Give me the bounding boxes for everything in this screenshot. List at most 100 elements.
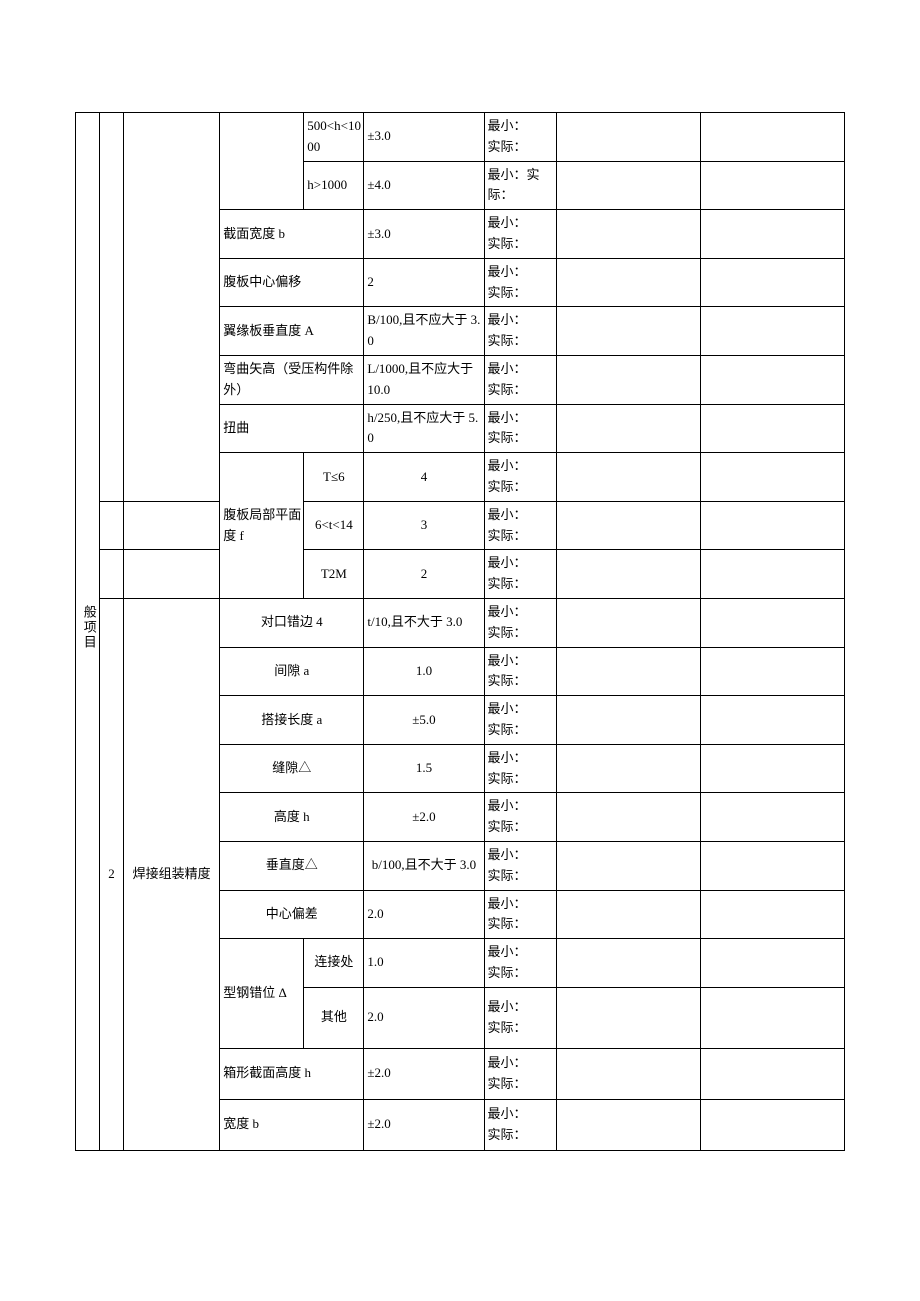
spec-table: 般项目 500<h<1000 ±3.0 最小：实际： h>1000 ±4.0 最… (75, 112, 845, 1151)
blank-cell (556, 1099, 700, 1150)
min-cell: 最小：实际： (484, 939, 556, 988)
flatness-label: 腹板局部平面度 f (220, 453, 304, 599)
val-cell: ±2.0 (364, 1099, 484, 1150)
blank-cell (556, 793, 700, 842)
blank-cell (556, 113, 700, 162)
blank-cell (556, 453, 700, 502)
label-cell: 弯曲矢高（受压构件除外） (220, 355, 364, 404)
min-cell: 最小：实际： (484, 598, 556, 647)
blank-cell (556, 841, 700, 890)
table-row: T2M 2 最小：实际： (76, 550, 845, 599)
blank-cell (700, 355, 844, 404)
val-cell: 1.0 (364, 647, 484, 696)
table-row: 6<t<14 3 最小：实际： (76, 501, 845, 550)
val-cell: 1.0 (364, 939, 484, 988)
min-cell: 最小：实际： (484, 404, 556, 453)
min-cell: 最小：实际： (484, 793, 556, 842)
label-cell: 搭接长度 a (220, 696, 364, 745)
sub-cell: 连接处 (304, 939, 364, 988)
blank-cell (556, 939, 700, 988)
val-cell: ±3.0 (364, 210, 484, 259)
min-cell: 最小：实际： (484, 161, 556, 210)
num-blank (100, 501, 124, 550)
table-row: 2 焊接组装精度 对口错边 4 t/10,且不大于 3.0 最小：实际： (76, 598, 845, 647)
num-blank (100, 113, 124, 502)
sub-cell: T≤6 (304, 453, 364, 502)
label-cell: 扭曲 (220, 404, 364, 453)
blank-cell (700, 404, 844, 453)
blank-cell (700, 647, 844, 696)
min-cell: 最小：实际： (484, 550, 556, 599)
label-cell: 缝隙△ (220, 744, 364, 793)
blank-cell (700, 258, 844, 307)
blank-cell (556, 501, 700, 550)
label-cell: 高度 h (220, 793, 364, 842)
blank-cell (700, 550, 844, 599)
blank-cell (700, 890, 844, 939)
val-cell: ±4.0 (364, 161, 484, 210)
blank-cell (556, 647, 700, 696)
val-cell: L/1000,且不应大于 10.0 (364, 355, 484, 404)
val-cell: ±5.0 (364, 696, 484, 745)
label-cell: 对口错边 4 (220, 598, 364, 647)
blank-cell (700, 161, 844, 210)
min-cell: 最小：实际： (484, 210, 556, 259)
num-cell: 2 (100, 598, 124, 1150)
min-cell: 最小：实际： (484, 744, 556, 793)
blank-cell (700, 696, 844, 745)
blank-cell (700, 1048, 844, 1099)
val-cell: b/100,且不大于 3.0 (364, 841, 484, 890)
item-blank (124, 501, 220, 550)
val-cell: h/250,且不应大于 5.0 (364, 404, 484, 453)
num-blank (100, 550, 124, 599)
blank-cell (700, 939, 844, 988)
val-cell: 4 (364, 453, 484, 502)
min-cell: 最小：实际： (484, 453, 556, 502)
min-cell: 最小：实际： (484, 1099, 556, 1150)
steel-label: 型钢错位 Δ (220, 939, 304, 1049)
table-row: 般项目 500<h<1000 ±3.0 最小：实际： (76, 113, 845, 162)
label-cell: 翼缘板垂直度 A (220, 307, 364, 356)
min-cell: 最小：实际： (484, 890, 556, 939)
blank-cell (556, 1048, 700, 1099)
side-label: 般项目 (76, 113, 100, 1151)
val-cell: 3 (364, 501, 484, 550)
min-cell: 最小：实际： (484, 696, 556, 745)
val-cell: B/100,且不应大于 3.0 (364, 307, 484, 356)
min-cell: 最小：实际： (484, 355, 556, 404)
blank-cell (556, 355, 700, 404)
blank-cell (700, 598, 844, 647)
label-cell: 截面宽度 b (220, 210, 364, 259)
blank-cell (700, 1099, 844, 1150)
blank-cell (556, 161, 700, 210)
sub-cell: 6<t<14 (304, 501, 364, 550)
page-container: 般项目 500<h<1000 ±3.0 最小：实际： h>1000 ±4.0 最… (0, 0, 920, 1251)
blank-cell (556, 987, 700, 1048)
item-blank (124, 550, 220, 599)
label-cell: 垂直度△ (220, 841, 364, 890)
sub-cell: 其他 (304, 987, 364, 1048)
blank-cell (700, 307, 844, 356)
blank-cell (700, 210, 844, 259)
val-cell: ±2.0 (364, 1048, 484, 1099)
sub2-cell: 500<h<1000 (304, 113, 364, 162)
min-cell: 最小：实际： (484, 841, 556, 890)
min-cell: 最小：实际： (484, 307, 556, 356)
min-cell: 最小：实际： (484, 113, 556, 162)
label-cell: 中心偏差 (220, 890, 364, 939)
blank-cell (700, 501, 844, 550)
blank-cell (556, 550, 700, 599)
val-cell: 1.5 (364, 744, 484, 793)
blank-cell (556, 404, 700, 453)
val-cell: 2 (364, 258, 484, 307)
blank-cell (700, 453, 844, 502)
blank-cell (556, 890, 700, 939)
blank-cell (556, 307, 700, 356)
label-cell: 腹板中心偏移 (220, 258, 364, 307)
label-cell: 宽度 b (220, 1099, 364, 1150)
val-cell: t/10,且不大于 3.0 (364, 598, 484, 647)
val-cell: ±3.0 (364, 113, 484, 162)
item-cell: 焊接组装精度 (124, 598, 220, 1150)
blank-cell (700, 744, 844, 793)
min-cell: 最小：实际： (484, 1048, 556, 1099)
